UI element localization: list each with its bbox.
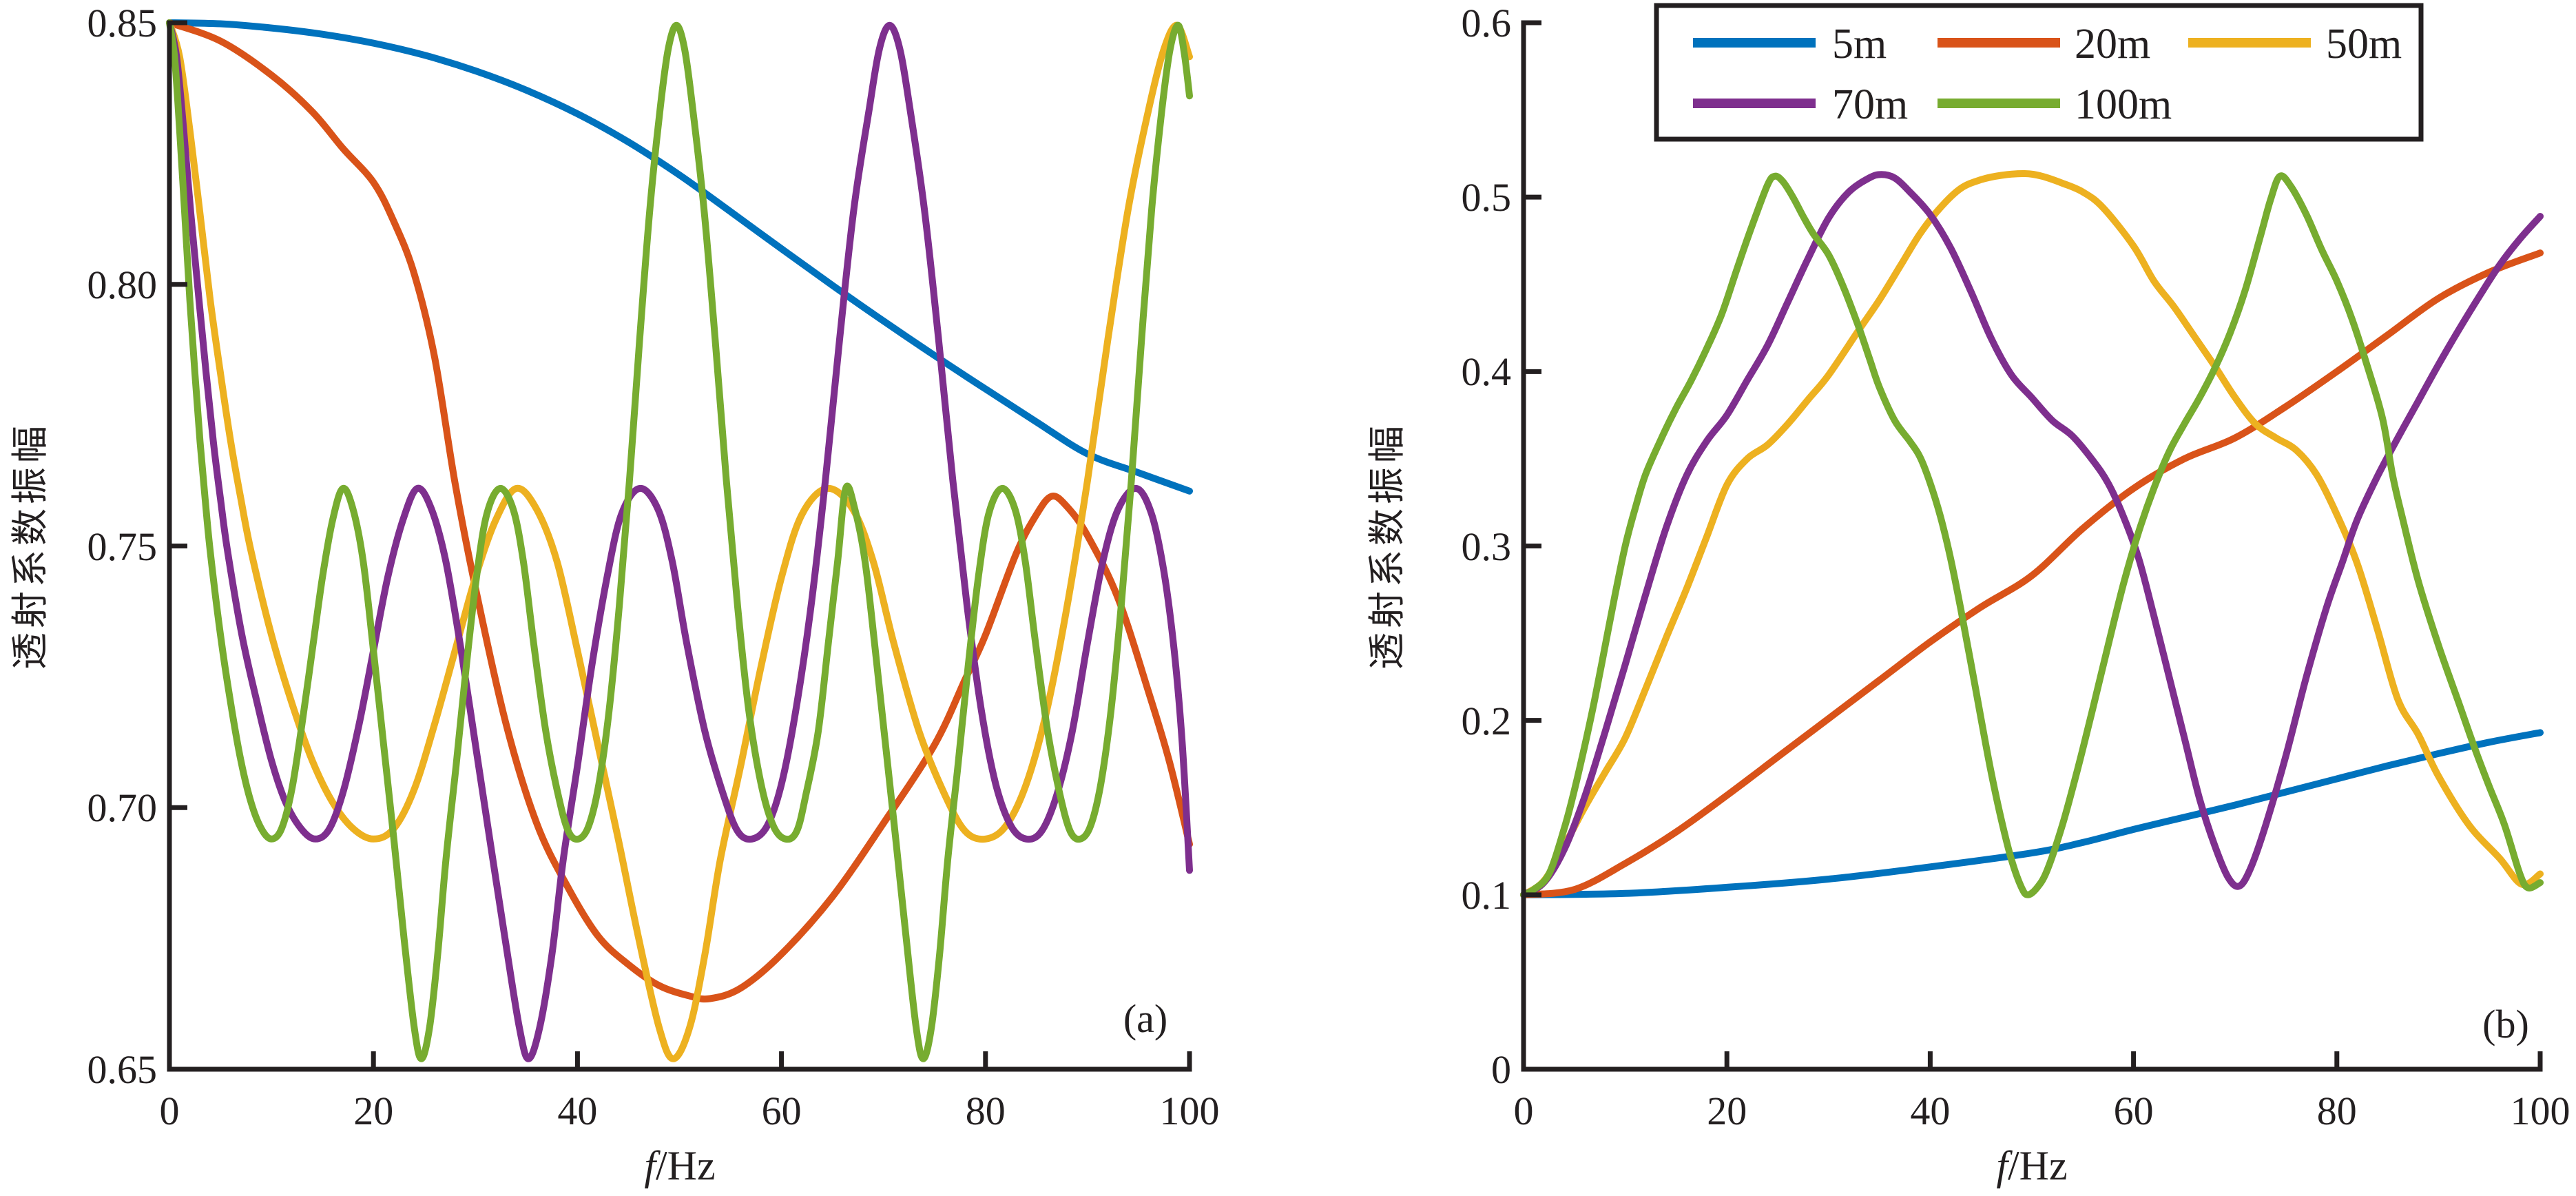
a-ytick-0.70: 0.70 [87, 785, 158, 830]
b-ytick-0: 0 [1491, 1047, 1511, 1092]
a-xtick-100: 100 [1160, 1089, 1220, 1133]
curve-50m-b [1520, 169, 2544, 898]
b-ytick-0.5: 0.5 [1462, 175, 1512, 220]
b-xtick-60: 60 [2114, 1089, 2154, 1133]
curve-20m-a [166, 19, 1193, 1003]
a-xtick-80: 80 [966, 1089, 1006, 1133]
legend: 5m 20m 50m 70m 100m [1654, 3, 2424, 142]
b-ytick-0.2: 0.2 [1462, 699, 1512, 743]
b-xaxis-title: f/Hz [1996, 1143, 2067, 1188]
curve-100m-a [166, 19, 1193, 1062]
curve-5m-a [166, 19, 1193, 495]
b-ytick-0.1: 0.1 [1462, 873, 1512, 918]
panel-b-tag: (b) [2482, 1002, 2529, 1046]
a-xaxis-title: f/Hz [644, 1143, 715, 1188]
a-xtick-0: 0 [160, 1089, 180, 1133]
a-ytick-0.75: 0.75 [87, 524, 158, 569]
curve-20m-b [1520, 249, 2544, 898]
panel-b-labels: 0 0.1 0.2 0.3 0.4 0.5 0.6 0 20 40 60 80 … [1367, 1, 2570, 1188]
axis-frame-a [167, 20, 1192, 1072]
a-ytick-0.80: 0.80 [87, 262, 158, 307]
a-xtick-40: 40 [557, 1089, 597, 1133]
panel-b-axes [1521, 20, 2543, 1072]
panel-a-axes [167, 20, 1192, 1072]
b-ytick-0.4: 0.4 [1462, 349, 1512, 394]
legend-label-100m: 100m [2075, 81, 2172, 128]
a-xtick-60: 60 [762, 1089, 802, 1133]
curve-5m-b [1520, 729, 2544, 898]
a-ytick-0.85: 0.85 [87, 1, 158, 45]
b-ytick-0.3: 0.3 [1462, 524, 1512, 569]
b-xtick-0: 0 [1514, 1089, 1534, 1133]
legend-label-70m: 70m [1832, 81, 1908, 128]
b-xtick-100: 100 [2511, 1089, 2570, 1133]
a-yaxis-title: 透射系数振幅 [10, 422, 51, 670]
curve-70m-b [1520, 171, 2544, 898]
panel-a-plot-area [166, 19, 1193, 1062]
panel-a-labels: 0.65 0.70 0.75 0.80 0.85 0 20 40 60 80 1… [10, 1, 1220, 1188]
legend-label-5m: 5m [1832, 21, 1887, 68]
b-yaxis-title: 透射系数振幅 [1367, 422, 1408, 670]
axis-frame-b [1521, 20, 2543, 1072]
b-xtick-40: 40 [1910, 1089, 1950, 1133]
b-xtick-80: 80 [2317, 1089, 2357, 1133]
legend-label-50m: 50m [2326, 21, 2402, 68]
a-xtick-20: 20 [353, 1089, 393, 1133]
b-xlabel-hz: /Hz [2008, 1143, 2068, 1188]
panel-b-plot-area [1520, 169, 2544, 898]
panel-a-tag: (a) [1123, 996, 1167, 1041]
b-xtick-20: 20 [1707, 1089, 1747, 1133]
a-ytick-0.65: 0.65 [87, 1047, 158, 1092]
legend-label-20m: 20m [2075, 21, 2150, 68]
a-xlabel-hz: /Hz [656, 1143, 716, 1188]
b-ytick-0.6: 0.6 [1462, 1, 1512, 45]
curve-100m-b [1520, 172, 2544, 898]
legend-box [1654, 3, 2424, 142]
curve-70m-a [166, 19, 1193, 1062]
